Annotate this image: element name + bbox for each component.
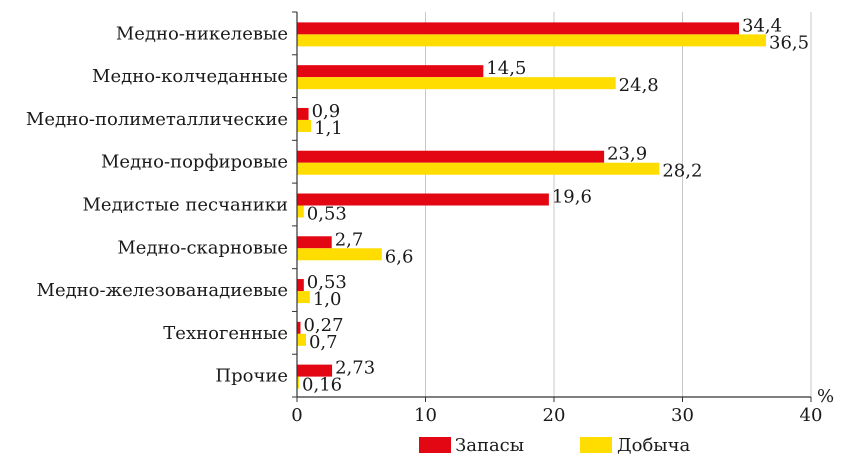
x-tick-label: 40 bbox=[800, 405, 823, 426]
production-data-label: 1,0 bbox=[313, 289, 342, 310]
reserves-legend-label: Запасы bbox=[455, 435, 524, 456]
reserves-bar bbox=[297, 193, 549, 206]
category-label: Медно-колчеданные bbox=[92, 66, 288, 87]
category-label: Медно-порфировые bbox=[101, 152, 288, 173]
bars bbox=[297, 22, 767, 389]
reserves-bar bbox=[297, 236, 332, 249]
axes bbox=[292, 11, 812, 402]
reserves-data-label: 2,73 bbox=[335, 358, 375, 379]
category-labels: Медно-никелевые Медно-колчеданные Медно-по… bbox=[26, 23, 288, 386]
x-tick-label: 0 bbox=[291, 405, 302, 426]
production-legend-label: Добыча bbox=[617, 435, 691, 456]
reserves-data-label: 19,6 bbox=[552, 187, 592, 208]
production-data-label: 0,53 bbox=[307, 204, 347, 225]
production-bar bbox=[297, 162, 660, 175]
reserves-data-label: 23,9 bbox=[607, 144, 647, 165]
x-axis-ticks: 0 10 20 30 40 bbox=[291, 405, 822, 426]
production-bar bbox=[297, 119, 312, 132]
x-tick-label: 20 bbox=[543, 405, 566, 426]
production-bar bbox=[297, 34, 767, 47]
production-bar bbox=[297, 205, 304, 218]
production-data-label: 0,16 bbox=[302, 375, 342, 396]
production-bar bbox=[297, 291, 310, 304]
production-data-label: 24,8 bbox=[619, 75, 659, 96]
production-bar bbox=[297, 333, 306, 346]
category-label: Прочие bbox=[215, 366, 288, 387]
production-data-label: 0,7 bbox=[309, 332, 338, 353]
reserves-bar bbox=[297, 107, 309, 120]
production-bar bbox=[297, 77, 616, 90]
legend: Запасы Добыча bbox=[419, 435, 691, 456]
category-label: Медно-железованадиевые bbox=[37, 280, 288, 301]
data-labels: 34,436,5 14,5 24,8 0,91,1 23,9 28,2 19,6 0,53 2,… bbox=[302, 15, 809, 395]
reserves-bar bbox=[297, 364, 333, 377]
production-data-label: 6,6 bbox=[385, 246, 414, 267]
reserves-legend-swatch bbox=[419, 437, 451, 453]
category-label: Медно-скарновые bbox=[117, 237, 288, 258]
category-label: Медно-никелевые bbox=[116, 23, 288, 44]
reserves-data-label: 0,27 bbox=[303, 315, 343, 336]
production-data-label: 36,5 bbox=[769, 32, 809, 53]
category-label: Медистые песчаники bbox=[82, 195, 288, 216]
reserves-data-label: 14,5 bbox=[486, 58, 526, 79]
production-bar bbox=[297, 248, 382, 261]
reserves-data-label: 2,7 bbox=[335, 229, 364, 250]
reserves-data-label: 0,9 bbox=[312, 101, 341, 122]
production-bar bbox=[297, 376, 300, 389]
production-legend-swatch bbox=[580, 437, 612, 453]
reserves-bar bbox=[297, 150, 605, 163]
category-label: Техногенные bbox=[163, 323, 288, 344]
production-data-label: 28,2 bbox=[662, 161, 702, 182]
reserves-bar bbox=[297, 321, 301, 334]
reserves-data-label: 0,53 bbox=[307, 272, 347, 293]
x-tick-label: 10 bbox=[414, 405, 437, 426]
x-tick-label: 30 bbox=[671, 405, 694, 426]
category-label: Медно-полиметаллические bbox=[26, 109, 288, 130]
x-axis-unit: % bbox=[817, 386, 834, 407]
reserves-data-label: 34,4 bbox=[742, 15, 782, 36]
reserves-bar bbox=[297, 22, 740, 35]
reserves-bar bbox=[297, 279, 304, 292]
production-data-label: 1,1 bbox=[314, 118, 343, 139]
reserves-bar bbox=[297, 65, 484, 78]
